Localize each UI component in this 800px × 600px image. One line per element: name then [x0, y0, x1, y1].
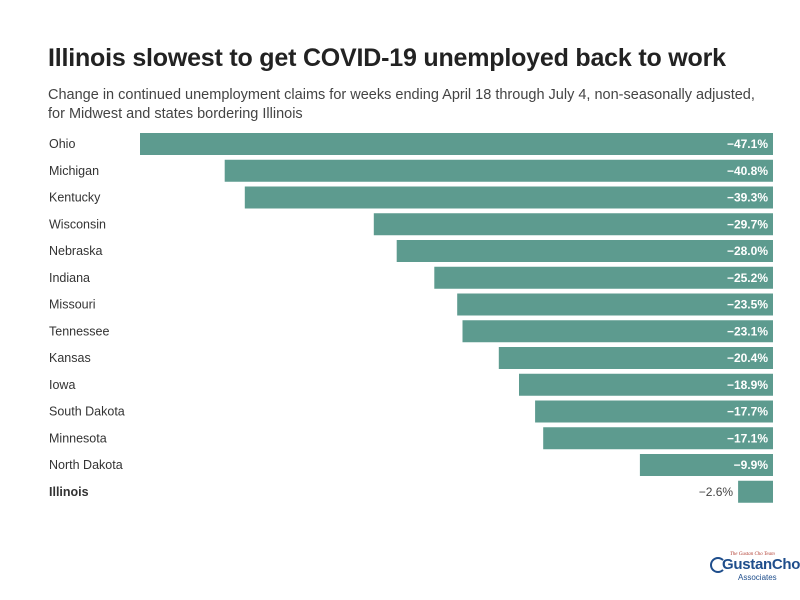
- value-label-minnesota: −17.1%: [727, 431, 768, 445]
- value-label-south-dakota: −17.7%: [727, 405, 768, 419]
- bar-missouri: [457, 293, 773, 316]
- value-label-kansas: −20.4%: [727, 351, 768, 365]
- chart-subtitle: Change in continued unemployment claims …: [48, 87, 755, 122]
- category-label-illinois: Illinois: [49, 485, 89, 499]
- category-label-wisconsin: Wisconsin: [49, 217, 106, 231]
- bar-wisconsin: [373, 213, 773, 236]
- bar-iowa: [519, 373, 773, 396]
- bar-north-dakota: [639, 454, 773, 476]
- bar-illinois: [738, 480, 773, 503]
- company-logo: The Gustan Cho Team GustanCho Associates: [708, 552, 800, 586]
- bar-indiana: [434, 266, 773, 289]
- category-label-iowa: Iowa: [49, 378, 75, 392]
- value-label-wisconsin: −29.7%: [727, 217, 768, 231]
- category-label-missouri: Missouri: [49, 298, 96, 312]
- bar-nebraska: [396, 240, 773, 262]
- bar-south-dakota: [535, 400, 773, 423]
- category-label-michigan: Michigan: [49, 164, 99, 178]
- value-label-indiana: −25.2%: [727, 271, 768, 285]
- bar-kansas: [498, 347, 773, 369]
- category-label-south-dakota: South Dakota: [49, 405, 125, 419]
- category-label-tennessee: Tennessee: [49, 324, 110, 338]
- value-label-north-dakota: −9.9%: [734, 458, 769, 472]
- value-label-iowa: −18.9%: [727, 378, 768, 392]
- value-label-nebraska: −28.0%: [727, 244, 768, 258]
- category-label-nebraska: Nebraska: [49, 244, 103, 258]
- value-label-illinois: −2.6%: [699, 485, 734, 499]
- bar-michigan: [224, 159, 773, 182]
- value-label-missouri: −23.5%: [727, 298, 768, 312]
- bar-kentucky: [244, 186, 774, 209]
- category-label-indiana: Indiana: [49, 271, 90, 285]
- bar-tennessee: [462, 320, 773, 343]
- bar-ohio: [140, 133, 773, 155]
- logo-ring-icon: [710, 557, 726, 573]
- value-label-ohio: −47.1%: [727, 137, 768, 151]
- category-label-kansas: Kansas: [49, 351, 91, 365]
- chart-title: Illinois slowest to get COVID-19 unemplo…: [48, 44, 726, 72]
- category-label-kentucky: Kentucky: [49, 191, 101, 205]
- value-label-michigan: −40.8%: [727, 164, 768, 178]
- category-label-ohio: Ohio: [49, 137, 75, 151]
- value-label-kentucky: −39.3%: [727, 191, 768, 205]
- logo-tagline: The Gustan Cho Team: [730, 552, 775, 557]
- bar-minnesota: [543, 427, 773, 450]
- logo-name: GustanCho: [722, 556, 800, 573]
- category-label-minnesota: Minnesota: [49, 431, 107, 445]
- logo-subtitle: Associates: [738, 573, 777, 582]
- value-label-tennessee: −23.1%: [727, 324, 768, 338]
- category-label-north-dakota: North Dakota: [49, 458, 123, 472]
